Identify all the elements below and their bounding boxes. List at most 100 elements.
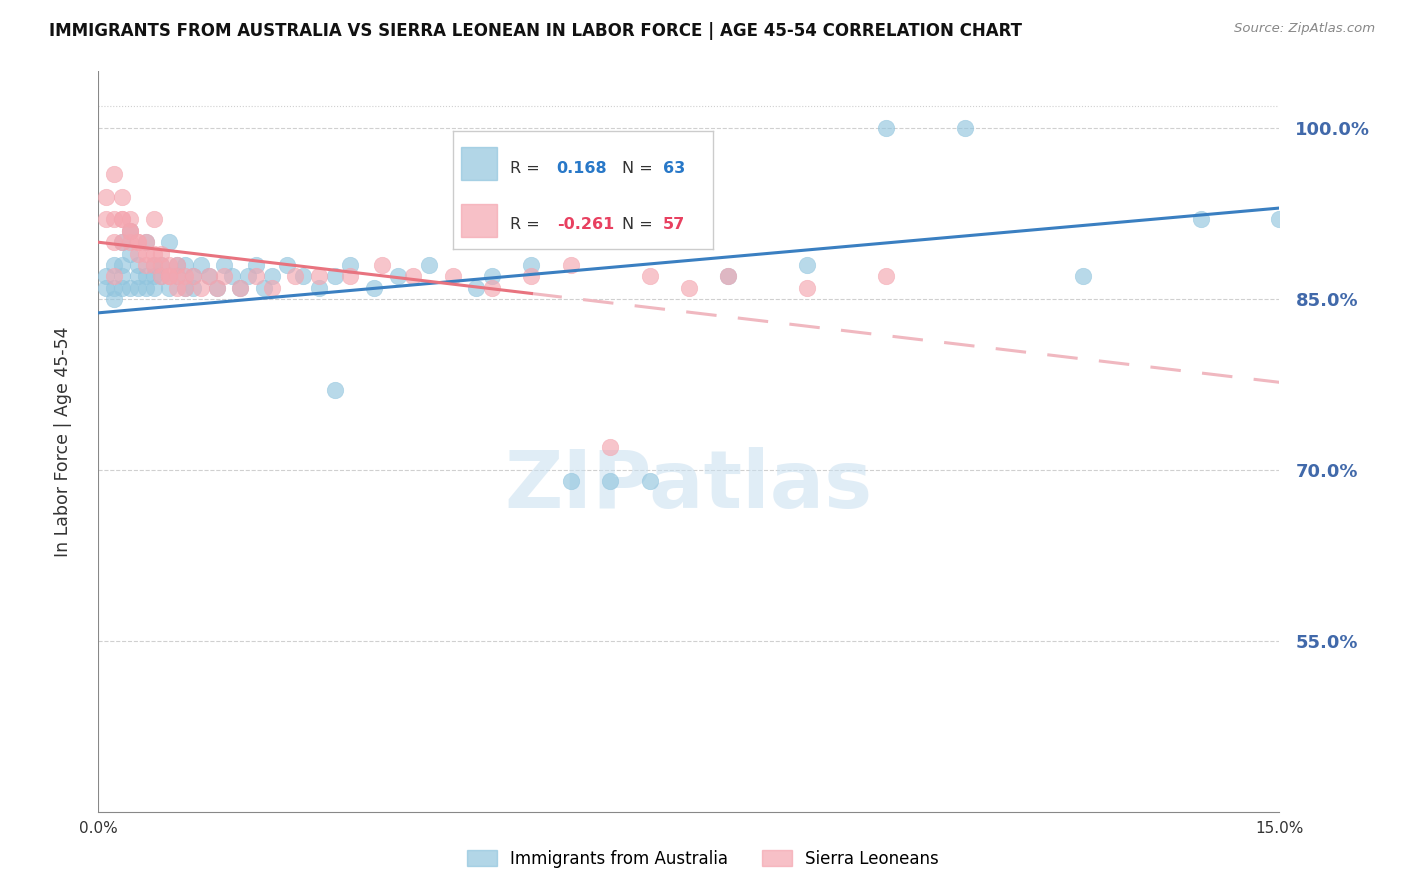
Point [135,246,157,260]
Point [1189,212,1212,227]
Point [103,235,125,250]
Point [308,269,330,284]
Point [150,246,173,260]
Point [111,235,134,250]
Point [181,269,204,284]
Point [260,281,283,295]
Point [142,258,165,272]
Point [142,258,165,272]
Point [118,212,141,227]
Point [174,281,197,295]
Point [103,167,125,181]
Point [157,269,180,284]
Point [197,269,219,284]
Point [197,269,219,284]
Point [387,269,409,284]
Point [796,281,818,295]
Point [245,258,267,272]
Point [135,281,157,295]
Point [103,281,125,295]
Point [127,258,149,272]
Point [363,281,385,295]
Point [214,258,236,272]
Y-axis label: In Labor Force | Age 45-54: In Labor Force | Age 45-54 [53,326,72,557]
Point [520,258,543,272]
Point [157,281,180,295]
Point [150,269,173,284]
Point [127,281,149,295]
Point [1071,269,1094,284]
Point [638,475,661,489]
Point [560,258,582,272]
Point [205,281,228,295]
Point [142,269,165,284]
Point [103,258,125,272]
Point [111,269,134,284]
Point [103,269,125,284]
Point [339,269,361,284]
Point [284,269,307,284]
Point [441,269,464,284]
Point [127,235,149,250]
Point [323,269,346,284]
Text: ZIPatlas: ZIPatlas [505,447,873,525]
Point [236,269,259,284]
Point [96,189,118,203]
Point [127,269,149,284]
Point [166,269,188,284]
Point [214,269,236,284]
Point [127,246,149,260]
Point [166,269,188,284]
Point [174,258,197,272]
Point [118,224,141,238]
Point [229,281,252,295]
Point [520,269,543,284]
Point [135,258,157,272]
Point [181,281,204,295]
Point [276,258,298,272]
Point [260,269,283,284]
Point [166,258,188,272]
Point [157,235,180,250]
Point [174,269,197,284]
Point [118,246,141,260]
Point [638,269,661,284]
Text: IMMIGRANTS FROM AUSTRALIA VS SIERRA LEONEAN IN LABOR FORCE | AGE 45-54 CORRELATI: IMMIGRANTS FROM AUSTRALIA VS SIERRA LEON… [49,22,1022,40]
Point [875,269,897,284]
Point [402,269,425,284]
Point [150,269,173,284]
Point [560,475,582,489]
Point [339,258,361,272]
Point [135,235,157,250]
Point [292,269,315,284]
Point [174,281,197,295]
Point [190,281,212,295]
Point [118,224,141,238]
Point [245,269,267,284]
Point [111,189,134,203]
Point [118,235,141,250]
Point [142,246,165,260]
Point [111,235,134,250]
Point [103,292,125,306]
Point [190,258,212,272]
Point [717,269,740,284]
Point [150,258,173,272]
Point [157,258,180,272]
Point [127,235,149,250]
Point [308,281,330,295]
Point [371,258,394,272]
Point [111,212,134,227]
Point [111,258,134,272]
Point [481,281,503,295]
Point [157,269,180,284]
Point [796,258,818,272]
Point [166,281,188,295]
Text: Source: ZipAtlas.com: Source: ZipAtlas.com [1234,22,1375,36]
Point [253,281,276,295]
Point [481,269,503,284]
Point [875,121,897,136]
Point [118,224,141,238]
Point [142,281,165,295]
Point [111,212,134,227]
